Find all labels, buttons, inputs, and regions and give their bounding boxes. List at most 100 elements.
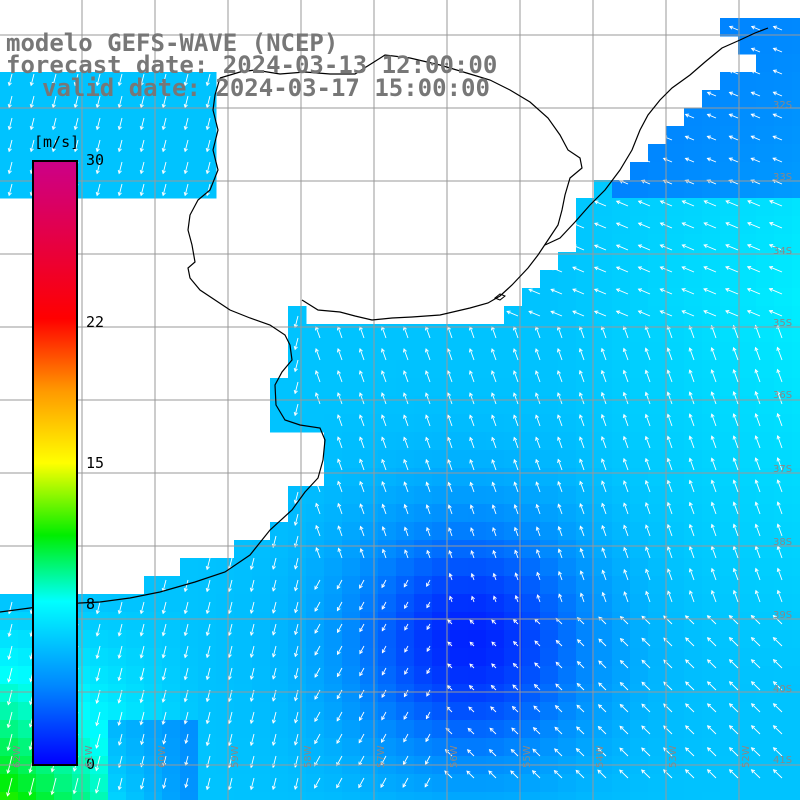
wind-arrow bbox=[206, 161, 211, 174]
wind-arrow bbox=[294, 777, 299, 790]
wind-cell bbox=[594, 216, 613, 235]
wind-cell bbox=[648, 702, 667, 721]
wind-cell bbox=[414, 720, 433, 739]
wind-arrow bbox=[184, 667, 189, 680]
wind-arrow bbox=[747, 288, 761, 295]
wind-arrow bbox=[228, 645, 233, 658]
wind-arrow-head bbox=[706, 747, 712, 752]
wind-arrow-head bbox=[623, 480, 627, 485]
wind-arrow bbox=[294, 733, 299, 745]
wind-cell bbox=[54, 792, 73, 800]
wind-arrow-head bbox=[728, 681, 734, 686]
wind-arrow-head bbox=[754, 346, 759, 352]
wind-arrow-head bbox=[601, 480, 606, 485]
wind-cell bbox=[612, 702, 631, 721]
wind-arrow-head bbox=[293, 345, 298, 351]
wind-arrow-head bbox=[7, 81, 12, 87]
wind-arrow bbox=[623, 503, 629, 515]
wind-arrow-head bbox=[249, 697, 254, 703]
wind-cell bbox=[666, 144, 685, 163]
wind-arrow bbox=[488, 770, 497, 779]
wind-arrow-head bbox=[555, 683, 560, 688]
wind-arrow bbox=[711, 391, 717, 405]
wind-cell bbox=[468, 774, 487, 793]
wind-cell bbox=[414, 576, 433, 595]
wind-arrow bbox=[641, 747, 651, 757]
wind-arrow-head bbox=[557, 458, 562, 464]
wind-cell bbox=[450, 720, 469, 739]
wind-cell bbox=[486, 432, 505, 451]
wind-cell bbox=[738, 396, 757, 415]
wind-arrow bbox=[557, 348, 563, 361]
wind-cell bbox=[594, 234, 613, 253]
wind-arrow-head bbox=[50, 768, 55, 773]
wind-arrow-head bbox=[359, 436, 363, 441]
wind-arrow-head bbox=[554, 748, 559, 753]
wind-cell bbox=[288, 414, 307, 433]
wind-cell bbox=[504, 702, 523, 721]
wind-arrow-head bbox=[337, 436, 341, 441]
wind-arrow bbox=[576, 704, 585, 713]
wind-arrow-head bbox=[293, 587, 299, 592]
wind-arrow bbox=[579, 436, 585, 449]
wind-arrow bbox=[601, 392, 607, 405]
wind-cell bbox=[702, 90, 721, 109]
wind-arrow bbox=[557, 437, 563, 449]
wind-arrow bbox=[558, 594, 563, 603]
wind-arrow bbox=[336, 777, 343, 788]
wind-arrow-head bbox=[314, 784, 318, 789]
wind-arrow bbox=[359, 711, 365, 721]
wind-arrow bbox=[535, 415, 541, 427]
wind-arrow bbox=[711, 502, 717, 515]
wind-arrow bbox=[96, 601, 101, 614]
wind-arrow-head bbox=[490, 684, 495, 689]
wind-cell bbox=[648, 234, 667, 253]
wind-cell bbox=[72, 792, 91, 800]
wind-cell bbox=[414, 522, 433, 541]
wind-arrow-head bbox=[579, 436, 583, 441]
wind-arrow-head bbox=[615, 200, 621, 205]
wind-arrow-head bbox=[469, 641, 474, 646]
wind-cell bbox=[576, 630, 595, 649]
wind-cell bbox=[486, 360, 505, 379]
wind-arrow bbox=[337, 525, 343, 537]
wind-arrow bbox=[337, 436, 343, 449]
wind-arrow-head bbox=[271, 565, 276, 570]
wind-arrow-head bbox=[747, 200, 752, 204]
wind-arrow bbox=[777, 435, 783, 449]
wind-arrow-head bbox=[750, 113, 755, 118]
wind-cell bbox=[108, 666, 127, 685]
wind-cell bbox=[198, 90, 217, 109]
wind-arrow bbox=[184, 601, 189, 614]
wind-cell bbox=[774, 360, 793, 379]
wind-arrow bbox=[513, 348, 519, 361]
wind-cell bbox=[432, 594, 451, 613]
wind-cell bbox=[666, 630, 685, 649]
wind-arrow-head bbox=[447, 370, 451, 375]
wind-arrow-head bbox=[641, 681, 646, 686]
wind-cell bbox=[666, 216, 685, 235]
wind-arrow bbox=[382, 645, 387, 653]
latitude-label: 41S bbox=[773, 755, 793, 766]
wind-arrow-head bbox=[381, 548, 386, 554]
wind-arrow-head bbox=[666, 457, 671, 463]
wind-cell bbox=[108, 594, 127, 613]
longitude-label: 60W bbox=[157, 745, 168, 768]
wind-arrow-head bbox=[685, 659, 690, 664]
wind-arrow-head bbox=[550, 310, 555, 315]
wind-arrow bbox=[250, 667, 255, 680]
wind-arrow-head bbox=[205, 125, 210, 131]
wind-arrow-head bbox=[601, 547, 606, 552]
wind-arrow-head bbox=[710, 347, 715, 352]
wind-arrow-head bbox=[162, 762, 167, 767]
wind-cell bbox=[378, 684, 397, 703]
wind-arrow-head bbox=[666, 369, 671, 374]
wind-arrow bbox=[619, 704, 629, 713]
wind-cell bbox=[720, 306, 739, 325]
wind-arrow-head bbox=[710, 479, 715, 484]
longitude-label: 58W bbox=[303, 745, 314, 768]
wind-cell bbox=[774, 666, 793, 685]
wind-arrow bbox=[469, 326, 475, 339]
wind-arrow bbox=[448, 505, 453, 515]
wind-arrow bbox=[689, 347, 695, 361]
